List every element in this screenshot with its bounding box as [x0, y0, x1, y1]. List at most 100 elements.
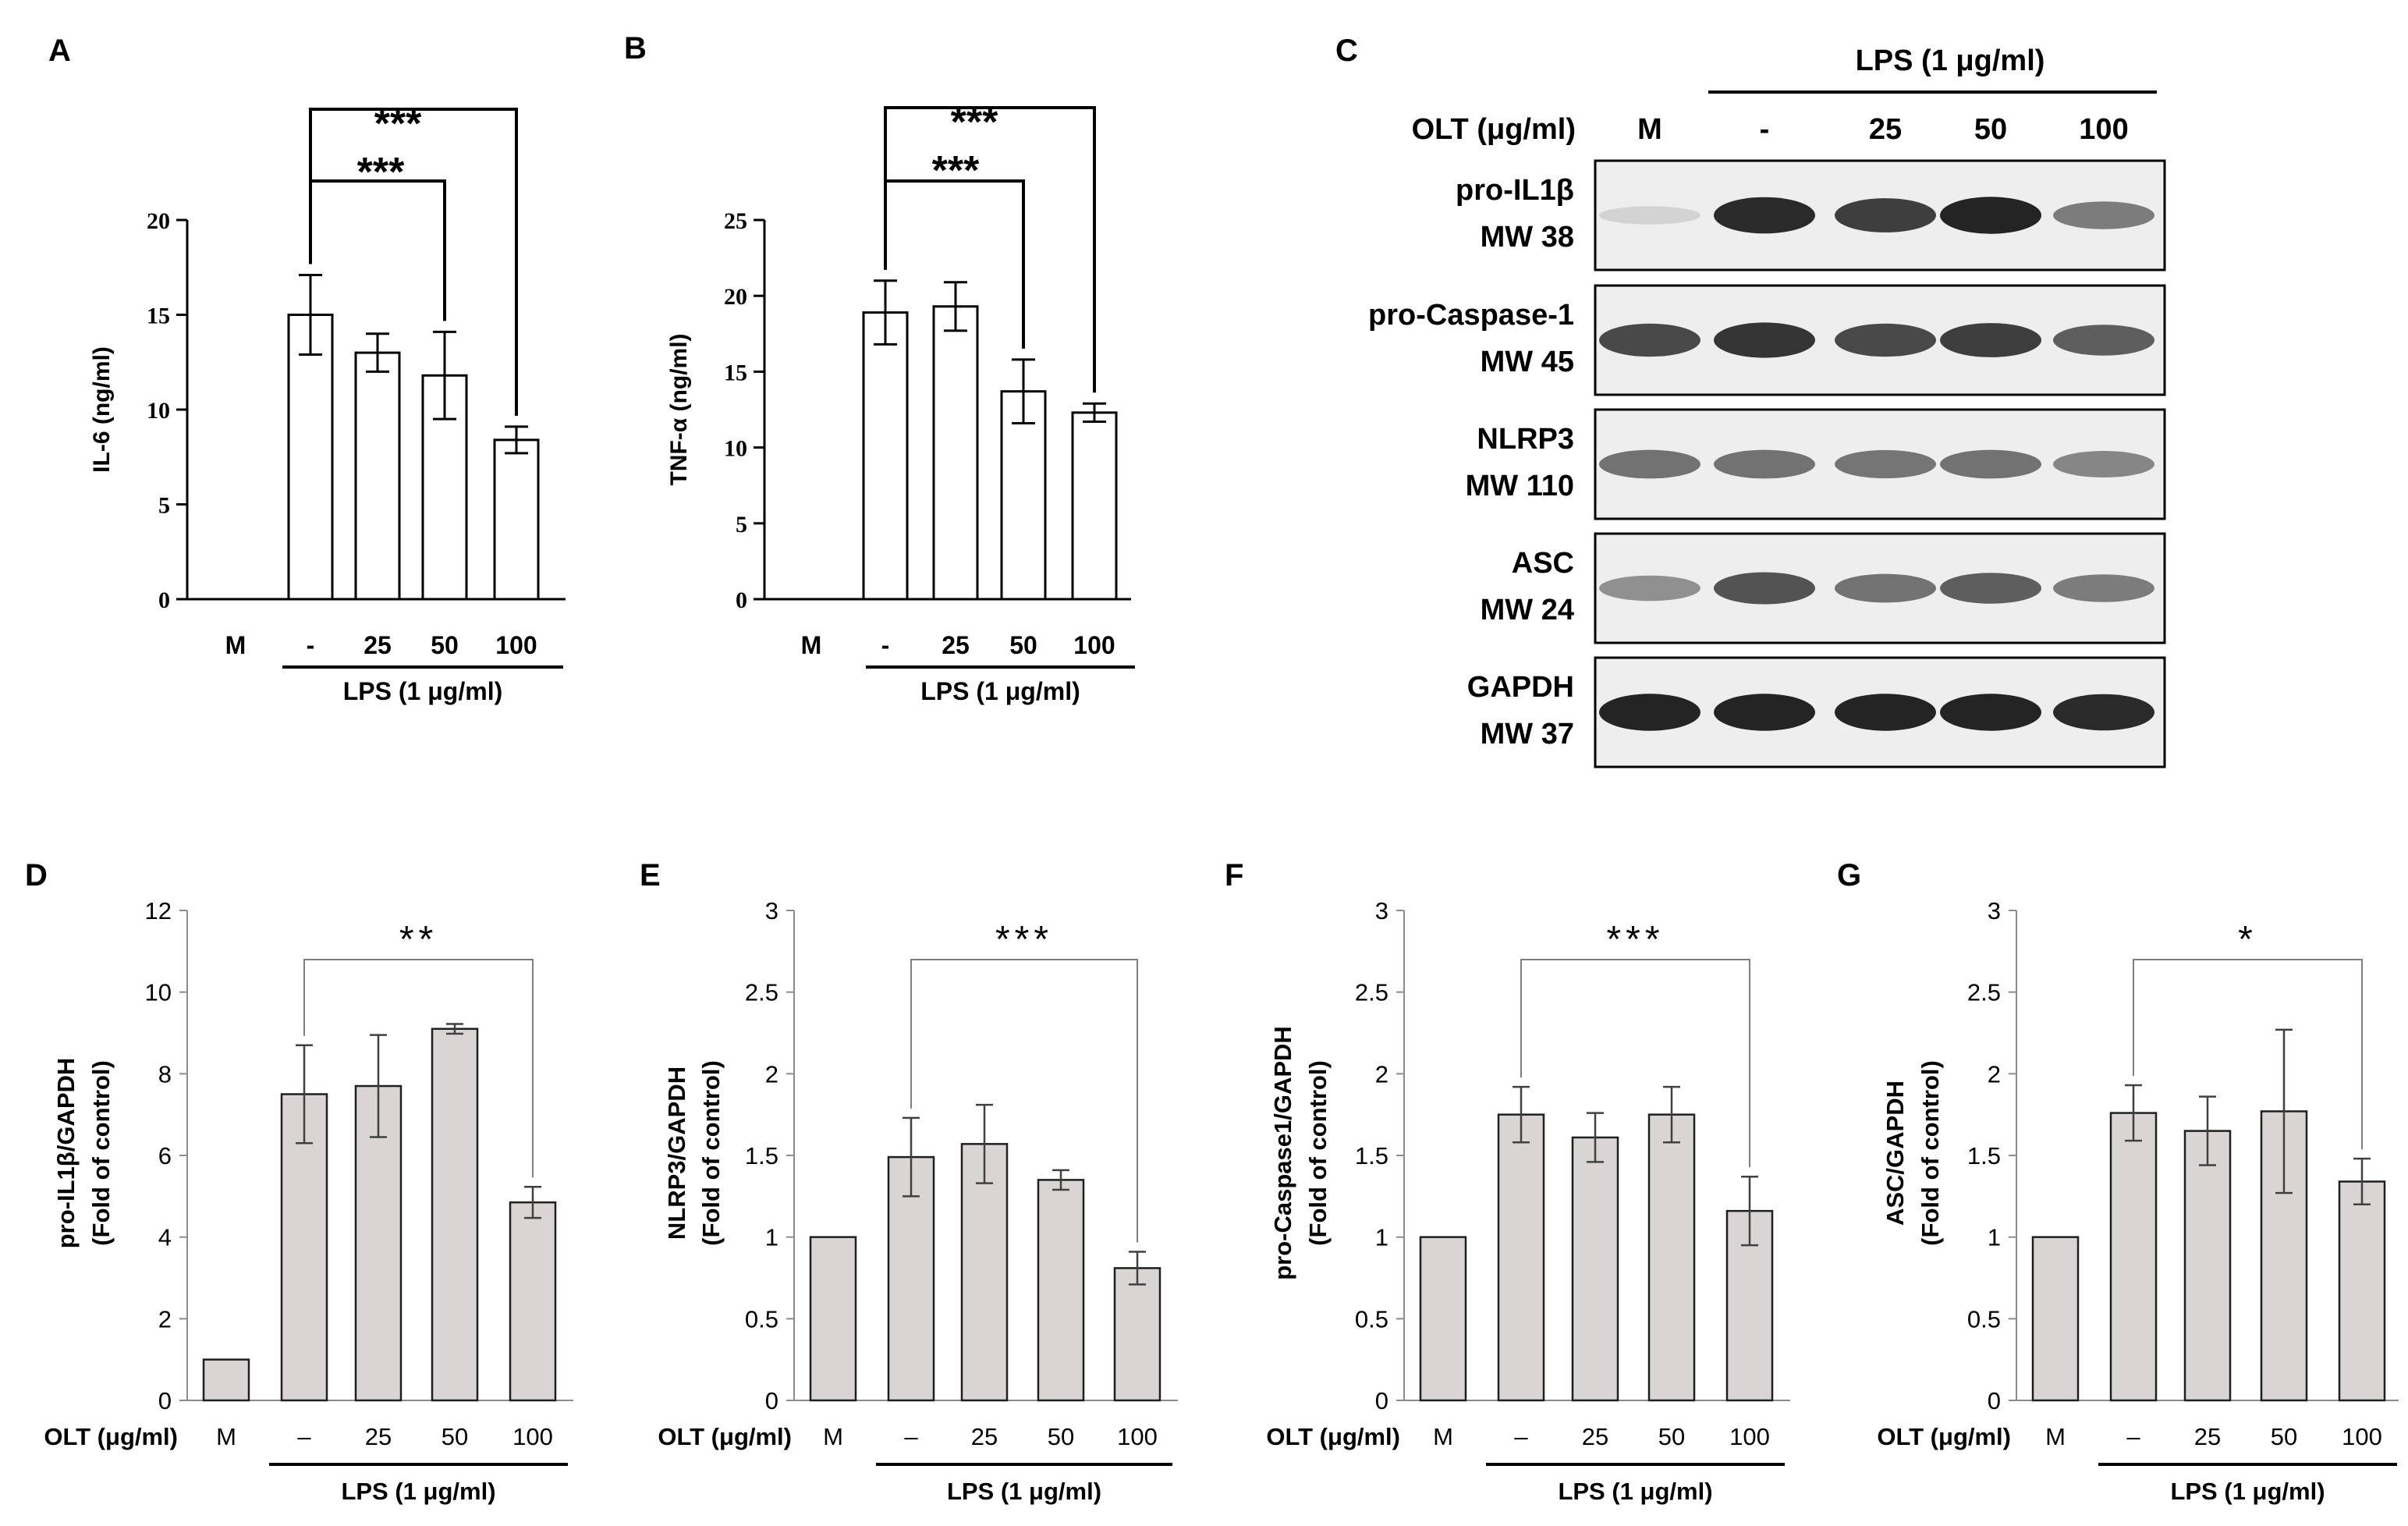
panel-letter: A	[48, 34, 71, 68]
blot-band	[2053, 325, 2154, 356]
blot-band	[1835, 198, 1936, 232]
bar	[862, 311, 909, 601]
y-tick-label: 0	[158, 587, 170, 613]
panel-g: G 0 0.5 1 1.5 2 2.5 3 ASC/GAPDH (Fold of control)…	[1837, 858, 2399, 1505]
blot-band	[1835, 323, 1936, 357]
x-tick-label: 100	[2342, 1423, 2382, 1450]
y-tick-label: 1.5	[745, 1142, 778, 1169]
x-tick-label: 25	[364, 631, 392, 659]
bar	[287, 314, 334, 601]
bar	[2183, 1130, 2232, 1402]
x-tick-label: –	[297, 1423, 311, 1450]
significance-bracket	[884, 106, 1096, 393]
bar	[509, 1201, 557, 1402]
panel-letter: D	[25, 858, 48, 893]
bar	[202, 1358, 250, 1402]
blot-row-name: NLRP3	[1477, 423, 1574, 456]
significance-bracket	[884, 179, 1025, 349]
y-tick-label: 4	[158, 1224, 172, 1251]
panel-b: B 0 5 10 15 20 25 TNF-α (ng/ml) M - 25 50 100 LPS (1 …	[624, 31, 1135, 705]
x-tick-label: 50	[2271, 1423, 2297, 1450]
x-tick-label: –	[904, 1423, 918, 1450]
y-tick-label: 1	[1375, 1224, 1388, 1251]
panel-letter: F	[1225, 858, 1243, 893]
blot-band	[1714, 322, 1815, 358]
bar	[2031, 1236, 2080, 1402]
blot-band	[1599, 575, 1700, 602]
y-tick-label: 10	[147, 398, 170, 424]
blot-band	[1599, 206, 1700, 225]
x-tick-label: 25	[1582, 1423, 1608, 1450]
bar	[421, 374, 468, 601]
x-axis-label: OLT (μg/ml)	[658, 1423, 792, 1450]
group-label: LPS (1 μg/ml)	[920, 677, 1080, 705]
significance-bracket	[303, 959, 534, 1178]
x-tick-label: 100	[512, 1423, 553, 1450]
y-tick-label: 0	[1375, 1387, 1388, 1414]
x-tick-label: 50	[1658, 1423, 1685, 1450]
blot-band	[1835, 449, 1936, 479]
y-tick-label: 20	[724, 284, 747, 310]
blot-band	[1599, 449, 1700, 479]
y-tick-label: 2	[1988, 1060, 2001, 1088]
panel-f: F 0 0.5 1 1.5 2 2.5 3 pro-Caspase1/GAPDH (Fold of…	[1225, 858, 1790, 1505]
y-tick-label: 12	[145, 897, 172, 924]
significance-bracket	[309, 179, 446, 321]
group-label: LPS (1 μg/ml)	[343, 677, 502, 705]
blot-row-mw: MW 110	[1466, 470, 1574, 502]
group-label: LPS (1 μg/ml)	[2170, 1478, 2325, 1505]
y-axis-label: ASC/GAPDH	[1881, 1081, 1909, 1226]
blot-band	[1714, 694, 1815, 731]
x-tick-label: -	[881, 631, 890, 659]
blot-band	[1940, 197, 2041, 234]
y-tick-label: 20	[147, 208, 170, 234]
y-tick-label: 10	[145, 979, 172, 1006]
y-tick-label: 5	[158, 493, 170, 519]
blot-band	[1599, 694, 1700, 731]
x-tick-label: 100	[1117, 1423, 1158, 1450]
x-tick-label: 25	[971, 1423, 998, 1450]
y-tick-label: 3	[765, 897, 778, 924]
x-tick-label: -	[307, 631, 315, 659]
y-axis-label: IL-6 (ng/ml)	[89, 346, 115, 473]
bar	[493, 438, 540, 601]
panel-letter: B	[624, 31, 647, 66]
y-axis-label: pro-IL1β/GAPDH	[52, 1058, 80, 1249]
x-tick-label: 100	[1073, 631, 1115, 659]
significance-label: ***	[357, 150, 405, 195]
y-tick-label: 0	[158, 1387, 172, 1414]
lane-label: -	[1760, 113, 1770, 146]
blot-band	[1940, 449, 2041, 479]
x-tick-label: –	[1514, 1423, 1528, 1450]
bar	[887, 1155, 935, 1402]
bar	[1419, 1236, 1467, 1402]
x-tick-label: 50	[1009, 631, 1037, 659]
blot-row-name: GAPDH	[1467, 671, 1574, 704]
bar	[960, 1143, 1009, 1402]
panel-c-blot: C LPS (1 μg/ml) OLT (μg/ml) M - 25 50 100 pro-IL…	[1335, 34, 2166, 768]
blot-band	[1940, 694, 2041, 731]
bar	[280, 1093, 328, 1402]
y-tick-label: 10	[724, 436, 747, 462]
y-tick-label: 2	[765, 1060, 778, 1088]
bar	[1647, 1113, 1696, 1402]
y-tick-label: 2.5	[1355, 979, 1388, 1006]
blot-band	[1714, 572, 1815, 605]
y-tick-label: 3	[1988, 897, 2001, 924]
x-axis-label: OLT (μg/ml)	[1877, 1423, 2011, 1450]
blot-band	[1714, 449, 1815, 479]
significance-label: **	[399, 919, 438, 960]
blot-band	[2053, 694, 2154, 731]
blot-band	[2053, 451, 2154, 477]
x-tick-label: M	[216, 1423, 236, 1450]
y-tick-label: 8	[158, 1060, 172, 1088]
panel-e: E 0 0.5 1 1.5 2 2.5 3 NLRP3/GAPDH (Fold of contro…	[640, 858, 1178, 1505]
y-axis-label: NLRP3/GAPDH	[663, 1066, 690, 1240]
x-tick-label: M	[823, 1423, 843, 1450]
significance-bracket	[2133, 959, 2363, 1150]
significance-label: *	[2238, 919, 2257, 960]
blot-band	[1835, 573, 1936, 603]
blot-row-mw: MW 45	[1481, 346, 1574, 378]
blot-band	[1599, 323, 1700, 357]
x-tick-label: 50	[1048, 1423, 1074, 1450]
